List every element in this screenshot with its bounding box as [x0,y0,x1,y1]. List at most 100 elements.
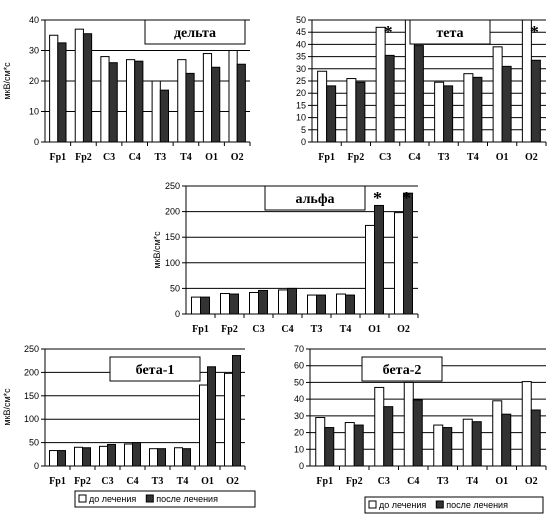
y-tick-label: 20 [294,428,304,438]
x-tick-label: T3 [437,476,449,487]
bar-after [413,45,424,143]
y-tick-label: 0 [34,137,39,147]
y-tick-label: 200 [24,367,39,377]
bar-after [412,399,423,467]
legend-label: до лечения [379,500,426,510]
y-tick-label: 70 [294,344,304,354]
x-tick-label: Fp1 [192,324,209,335]
bar-after [207,366,216,467]
x-tick-label: O1 [368,324,381,335]
y-tick-label: 0 [34,461,39,471]
x-tick-label: T4 [340,324,352,335]
y-axis-label: мкВ/см*с [2,388,12,426]
y-tick-label: 50 [170,283,180,293]
significance-star: * [373,188,382,208]
bar-after [530,409,541,467]
bar-before [74,28,84,143]
bar-after [287,287,297,315]
bar-after [530,59,541,143]
bar-after [403,192,413,315]
bar-after [353,424,364,467]
bar-before [492,46,503,143]
x-tick-label: Fp2 [221,324,238,335]
bar-before [346,78,357,143]
chart-title-box [409,19,491,45]
x-tick-label: O1 [496,152,509,163]
y-tick-label: 50 [294,377,304,387]
x-tick-label: Fp1 [316,476,333,487]
x-tick-label: O1 [205,152,218,163]
bar-after [82,33,93,143]
y-tick-label: 200 [165,207,180,217]
bar-after [232,355,241,467]
x-tick-label: Fp2 [348,152,365,163]
x-tick-label: Fp1 [49,476,66,487]
bar-before [521,381,532,467]
bar-after [132,442,141,467]
bar-after [374,204,384,315]
bar-after [316,294,326,315]
bar-after [200,296,210,315]
bar-after [108,62,118,143]
bar-before [177,59,187,143]
legend-box [364,496,544,514]
x-tick-label: Fp2 [74,476,91,487]
chart-title: тета [436,26,463,41]
y-tick-label: 250 [24,344,39,354]
bar-after [355,81,366,143]
bar-after [501,65,512,143]
y-tick-label: 150 [24,391,39,401]
bar-before [403,381,414,467]
bar-before [100,56,110,143]
bar-before [374,386,385,467]
bar-after [324,427,335,467]
bar-before [344,422,355,467]
y-tick-label: 150 [165,232,180,242]
legend-label: после лечения [446,500,508,510]
bar-before [99,445,108,467]
bar-after [442,427,453,467]
y-tick-label: 10 [29,107,39,117]
bar-after [57,42,67,143]
bar-before [149,448,158,467]
x-tick-label: Fp2 [346,476,363,487]
y-tick-label: 10 [296,113,306,123]
y-tick-label: 5 [301,125,306,135]
bar-after [345,294,355,315]
chart-title-box [361,356,443,382]
bar-before [463,73,474,143]
y-tick-label: 50 [29,438,39,448]
bar-after [211,66,221,143]
y-tick-label: 60 [294,361,304,371]
x-tick-label: C3 [101,476,113,487]
x-tick-label: O1 [495,476,508,487]
bar-before [191,296,201,315]
y-axis-label: мкВ/см*с [152,231,162,269]
bar-before [202,53,213,143]
bar-after [384,54,395,143]
bar-before [49,450,58,467]
y-tick-label: 35 [296,52,306,62]
x-tick-label: O2 [525,152,538,163]
y-tick-label: 15 [296,100,306,110]
y-tick-label: 30 [294,411,304,421]
bar-after [185,72,195,143]
bar-after [443,85,454,143]
bar-before [307,294,317,315]
y-tick-label: 40 [294,394,304,404]
bar-after [82,447,91,467]
legend-label: после лечения [156,494,218,504]
bar-before [124,443,133,467]
x-tick-label: C4 [126,476,138,487]
chart-title: бета-2 [383,363,422,378]
x-tick-label: T3 [154,152,166,163]
y-tick-label: 100 [24,414,39,424]
y-tick-label: 0 [175,309,180,319]
significance-star: * [402,188,411,208]
y-tick-label: 0 [301,137,306,147]
x-tick-label: O2 [231,152,244,163]
bar-after [471,421,482,467]
bar-after [326,85,337,143]
x-tick-label: O2 [397,324,410,335]
bar-before [199,384,208,467]
